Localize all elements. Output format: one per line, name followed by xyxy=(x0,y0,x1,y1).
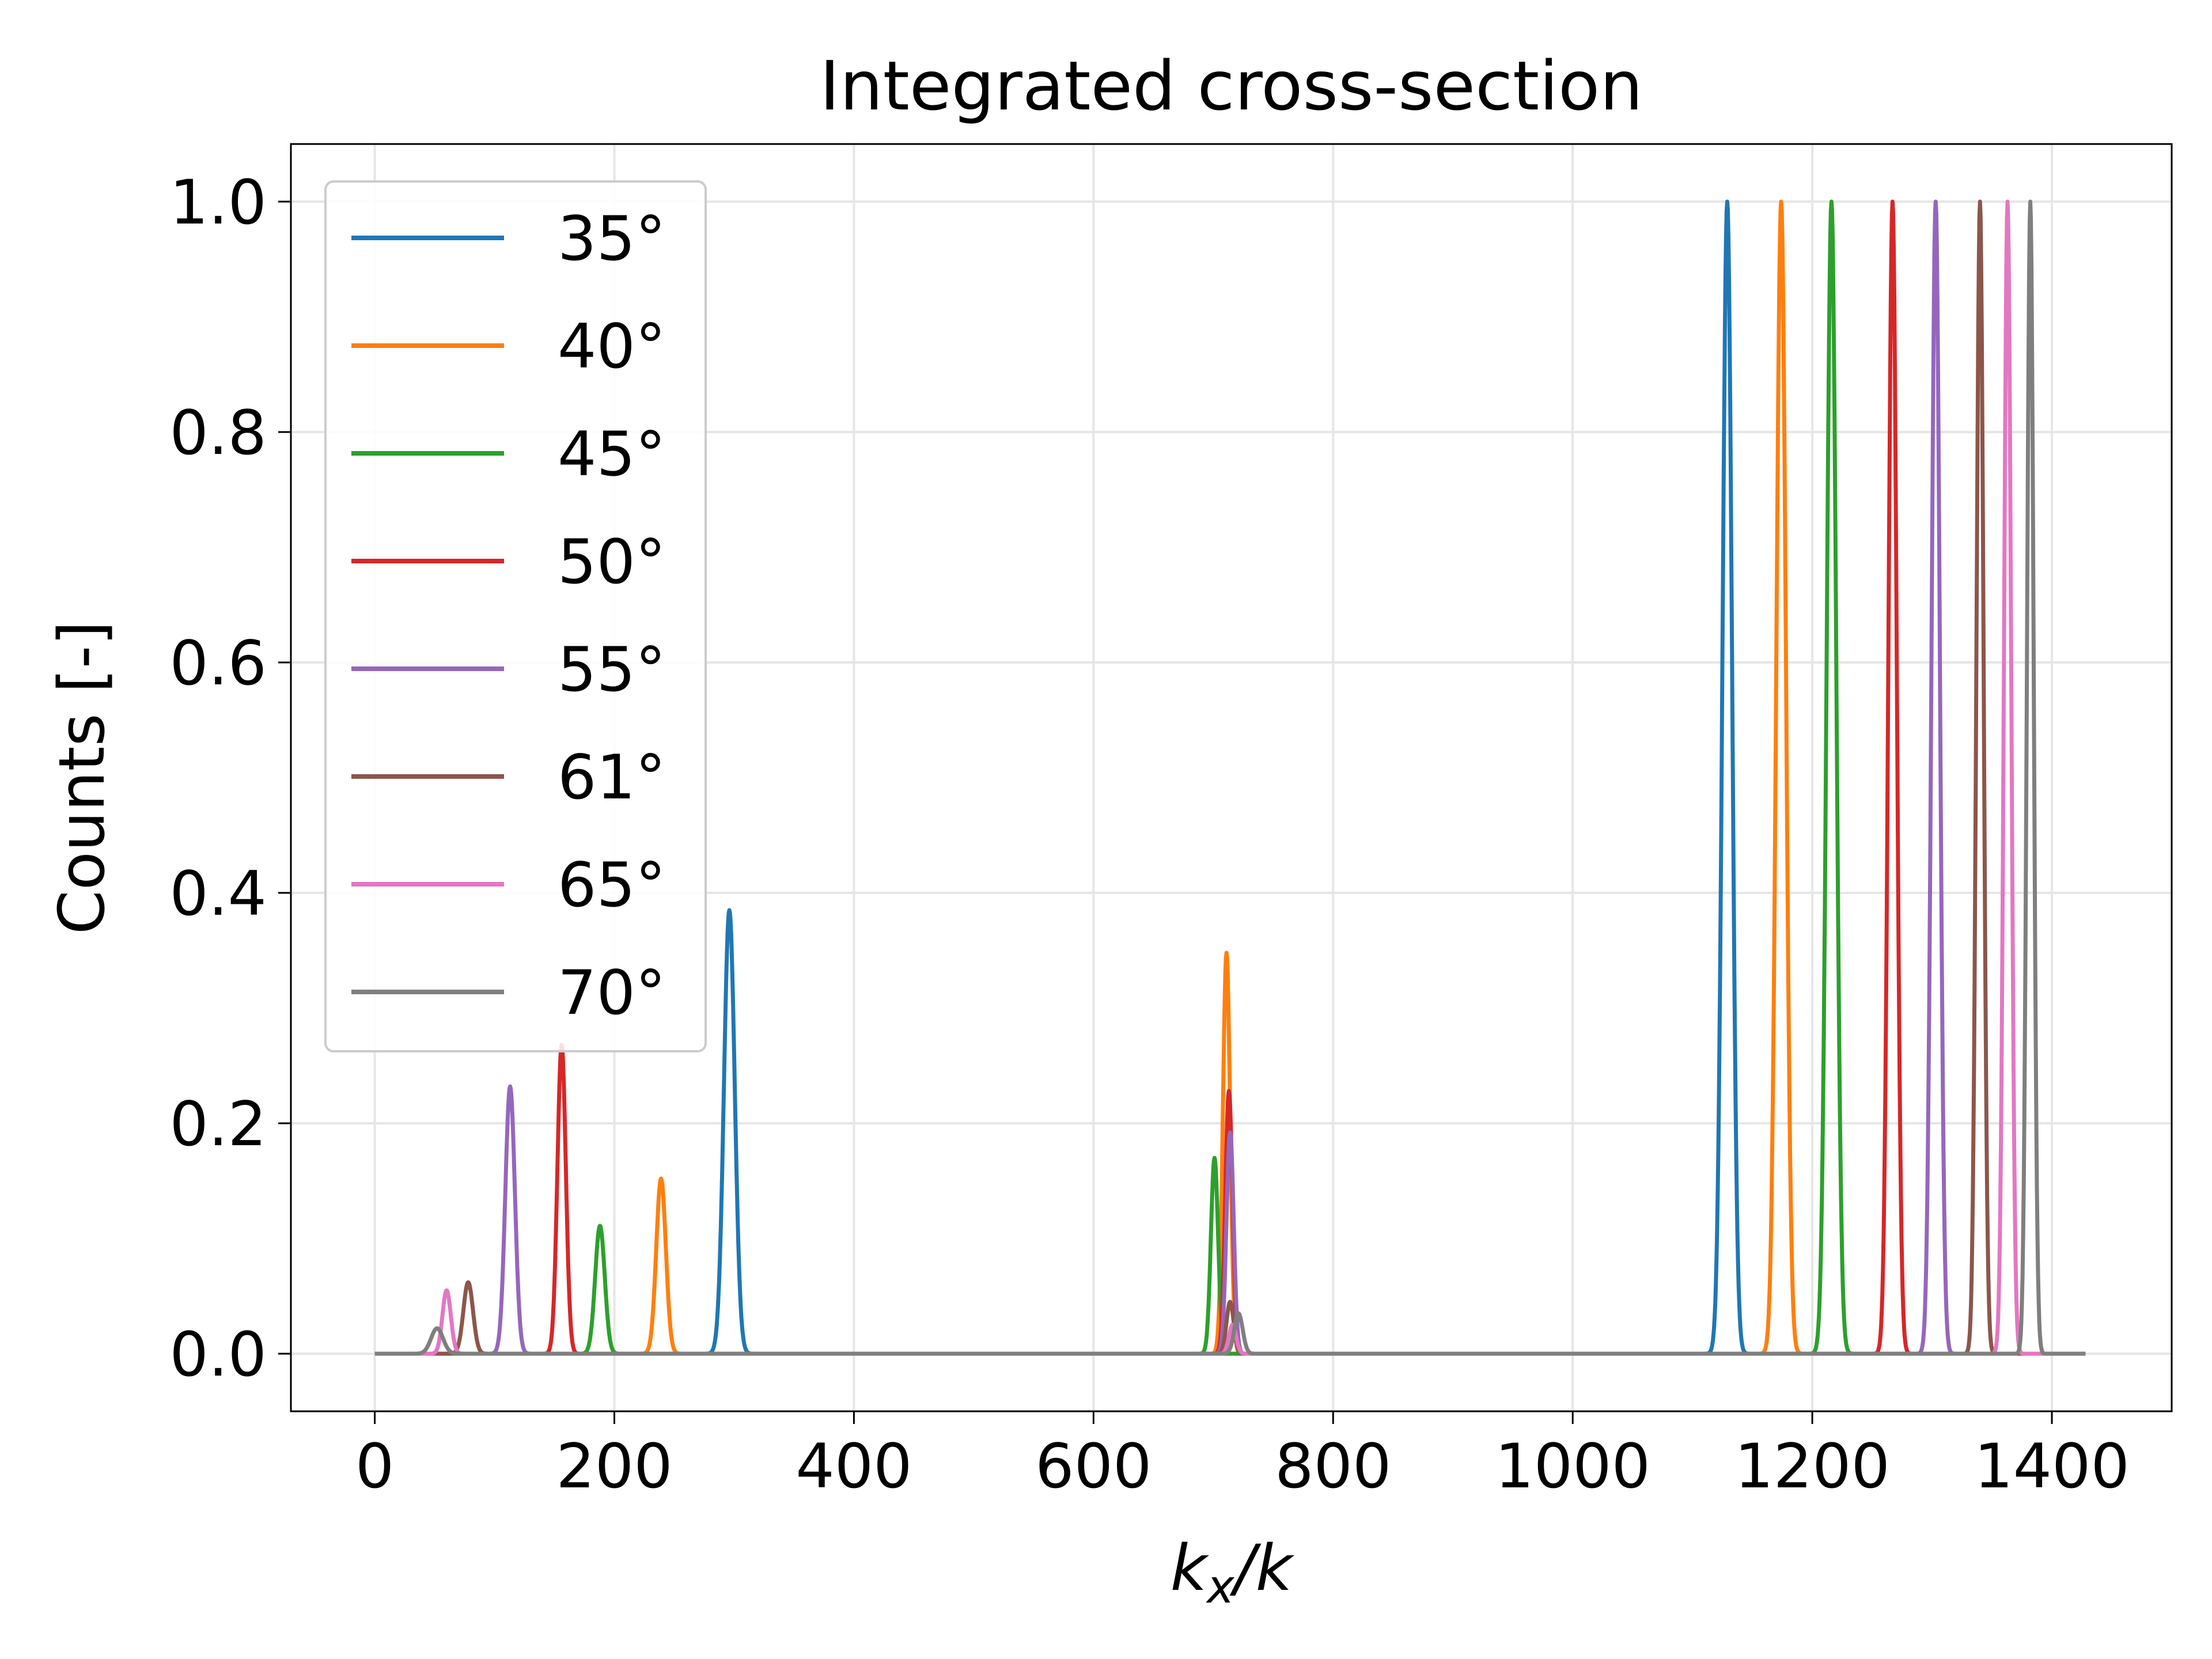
x-tick-label: 1400 xyxy=(1974,1431,2130,1502)
legend-label: 61° xyxy=(558,742,666,813)
legend-label: 65° xyxy=(558,850,666,921)
x-axis-label-subscript: x xyxy=(1205,1560,1235,1613)
x-tick-label: 0 xyxy=(355,1431,394,1502)
legend-label: 35° xyxy=(558,203,666,274)
legend-label: 50° xyxy=(558,527,666,597)
x-axis-label-rest: /k xyxy=(1229,1531,1295,1605)
y-tick-label: 0.0 xyxy=(169,1319,267,1390)
ticks: 0 200 400 600 800 1000 1200 1400 0.0 0.2 0.4 0.6 0.8… xyxy=(169,167,2129,1502)
x-tick-label: 1000 xyxy=(1495,1431,1650,1502)
legend-label: 70° xyxy=(558,957,666,1028)
x-tick-label: 400 xyxy=(796,1431,912,1502)
legend-box xyxy=(324,180,707,1052)
y-axis-label: Counts [-] xyxy=(45,621,119,934)
x-tick-label: 800 xyxy=(1275,1431,1391,1502)
series-line xyxy=(373,199,2087,1356)
x-tick-label: 600 xyxy=(1035,1431,1152,1502)
y-tick-label: 0.2 xyxy=(169,1089,267,1160)
x-tick-label: 200 xyxy=(556,1431,672,1502)
legend: 35° 40° 45° 50° 55° 61° 65° 70° xyxy=(324,180,707,1052)
legend-label: 40° xyxy=(558,311,666,382)
y-tick-label: 1.0 xyxy=(169,167,267,238)
chart-title: Integrated cross-section xyxy=(820,46,1643,126)
y-tick-label: 0.4 xyxy=(169,858,267,929)
y-tick-label: 0.6 xyxy=(169,628,267,699)
x-axis-label: kx/k xyxy=(1171,1531,1295,1613)
x-tick-label: 1200 xyxy=(1734,1431,1890,1502)
legend-label: 55° xyxy=(558,634,666,705)
y-tick-label: 0.8 xyxy=(169,397,267,468)
series-lines xyxy=(373,199,2087,1356)
plot-frame xyxy=(290,143,2173,1412)
x-axis-label-base: k xyxy=(1171,1531,1210,1605)
legend-label: 45° xyxy=(558,419,666,490)
